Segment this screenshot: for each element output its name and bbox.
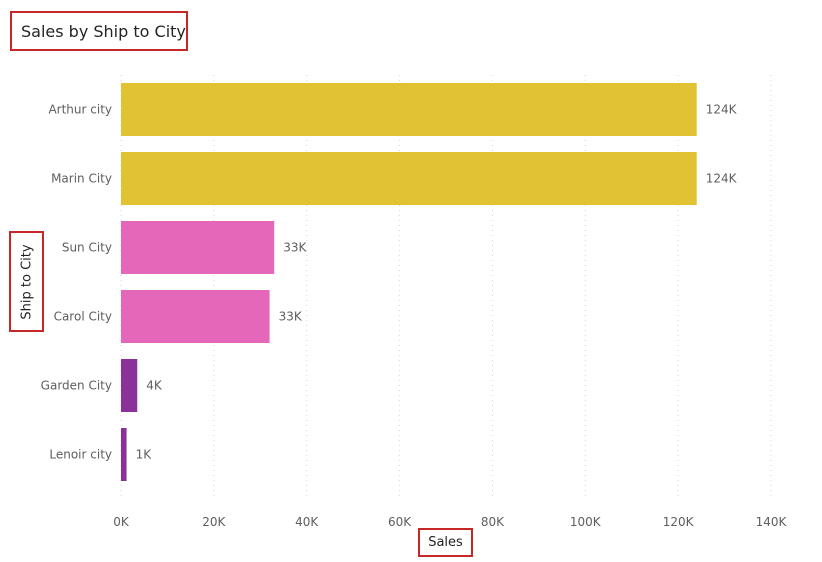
data-label: 1K [136, 448, 153, 462]
bar [121, 152, 697, 205]
bar [121, 428, 127, 481]
data-label: 124K [706, 103, 738, 117]
data-label: 4K [146, 379, 163, 393]
category-label: Garden City [41, 379, 112, 393]
x-tick-label: 140K [756, 515, 788, 529]
x-tick-label: 0K [113, 515, 130, 529]
bar [121, 83, 697, 136]
x-tick-label: 60K [388, 515, 412, 529]
data-label: 33K [279, 310, 303, 324]
category-label: Sun City [62, 241, 112, 255]
category-label: Carol City [54, 310, 112, 324]
category-label: Marin City [51, 172, 112, 186]
bar [121, 290, 270, 343]
x-tick-label: 120K [663, 515, 695, 529]
x-tick-label: 40K [295, 515, 319, 529]
bar [121, 221, 275, 274]
bar [121, 359, 138, 412]
y-axis-title-box: Ship to City [9, 231, 44, 332]
category-label: Lenoir city [49, 448, 112, 462]
data-label: 33K [283, 241, 307, 255]
x-tick-label: 80K [481, 515, 505, 529]
chart-title: Sales by Ship to City [21, 21, 186, 41]
x-tick-label: 20K [202, 515, 226, 529]
data-label: 124K [706, 172, 738, 186]
x-axis-title: Sales [428, 535, 463, 550]
category-label: Arthur city [48, 103, 112, 117]
chart-title-box: Sales by Ship to City [10, 11, 188, 51]
x-axis-title-box: Sales [418, 528, 473, 557]
x-tick-label: 100K [570, 515, 602, 529]
